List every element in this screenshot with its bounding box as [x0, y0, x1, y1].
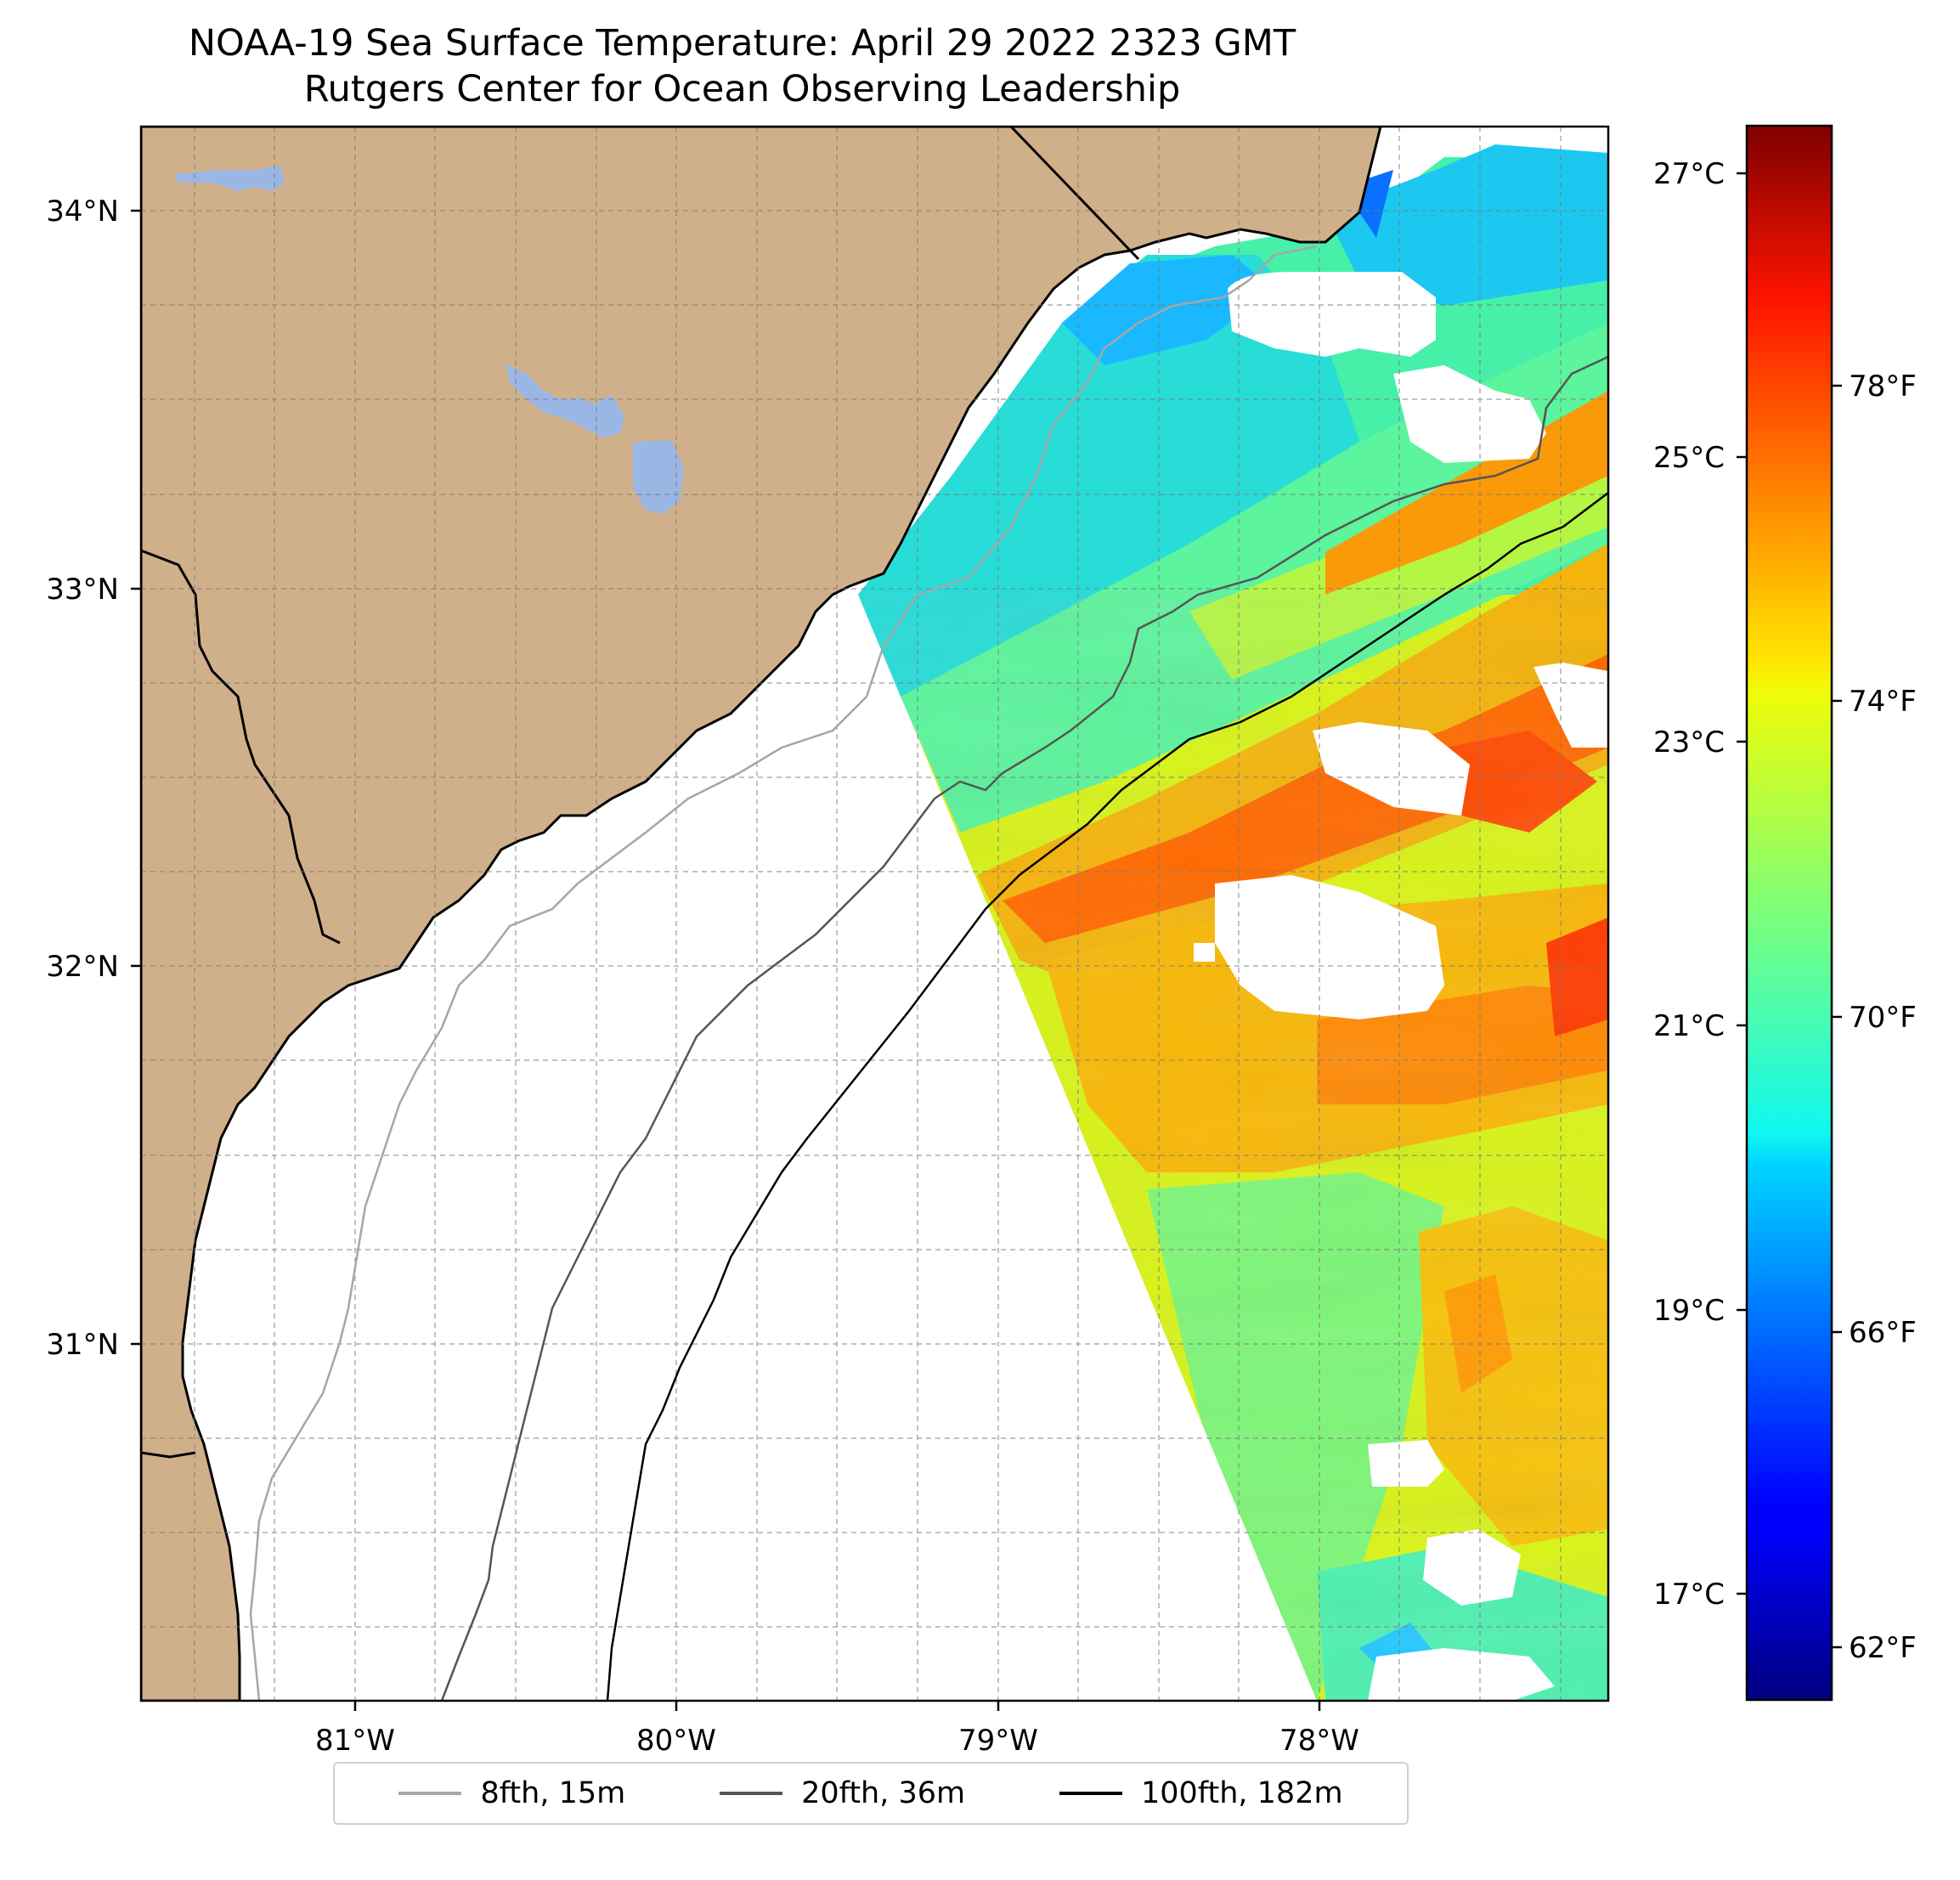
legend-item-182m: 100fth, 182m: [1059, 1776, 1343, 1810]
legend-line-icon: [720, 1792, 783, 1795]
colorbar-celsius-label: 19°C: [1653, 1294, 1725, 1328]
lake-marion: [506, 364, 624, 438]
colorbar-celsius-label: 21°C: [1653, 1009, 1725, 1043]
map-title: NOAA-19 Sea Surface Temperature: April 2…: [188, 22, 1296, 65]
state-border-ga-fl: [141, 1451, 196, 1459]
lat-tick-label: 34°N: [46, 195, 119, 229]
lake-north: [174, 166, 285, 191]
state-border-nc-sc: [1009, 127, 1140, 261]
lat-axis: [131, 209, 141, 1346]
colorbar-celsius-label: 23°C: [1653, 725, 1725, 759]
lon-tick-label: 79°W: [958, 1724, 1038, 1758]
colorbar-fahrenheit-label: 78°F: [1849, 370, 1917, 404]
colorbar: [1745, 124, 1833, 1702]
lon-tick-label: 81°W: [315, 1724, 395, 1758]
isobath-legend: 8fth, 15m 20fth, 36m 100fth, 182m: [333, 1762, 1409, 1825]
isobath-182m: [606, 492, 1608, 1701]
isobath-36m: [440, 355, 1608, 1701]
legend-line-icon: [1059, 1792, 1122, 1795]
colorbar-fahrenheit-label: 66°F: [1849, 1316, 1917, 1350]
lat-tick-label: 33°N: [46, 573, 119, 607]
land-mass: [141, 127, 1382, 1701]
lon-axis: [353, 1701, 1321, 1711]
lake-moultrie: [633, 440, 684, 514]
colorbar-celsius-ticks: [1737, 172, 1747, 1595]
gridlines: [141, 127, 1608, 1701]
colorbar-celsius-label: 17°C: [1653, 1578, 1725, 1612]
colorbar-fahrenheit-label: 74°F: [1849, 685, 1917, 719]
map-panel: [141, 127, 1608, 1701]
legend-line-icon: [398, 1792, 462, 1795]
legend-item-36m: 20fth, 36m: [720, 1776, 965, 1810]
lat-tick-label: 32°N: [46, 950, 119, 984]
legend-label: 20fth, 36m: [801, 1776, 966, 1810]
state-border-ga-sc: [141, 549, 341, 945]
legend-item-15m: 8fth, 15m: [398, 1776, 625, 1810]
map-subtitle: Rutgers Center for Ocean Observing Leade…: [303, 68, 1181, 110]
colorbar-celsius-label: 27°C: [1653, 157, 1725, 191]
colorbar-celsius-label: 25°C: [1653, 441, 1725, 475]
legend-label: 100fth, 182m: [1140, 1776, 1343, 1810]
colorbar-fahrenheit-label: 62°F: [1849, 1631, 1917, 1665]
isobath-15m: [249, 245, 1318, 1701]
legend-label: 8fth, 15m: [480, 1776, 626, 1810]
lat-tick-label: 31°N: [46, 1328, 119, 1362]
colorbar-fahrenheit-label: 70°F: [1849, 1001, 1917, 1035]
lon-tick-label: 80°W: [636, 1724, 716, 1758]
map-frame: [139, 125, 1610, 1702]
colorbar-fahrenheit-ticks: [1832, 384, 1842, 1649]
lon-tick-label: 78°W: [1279, 1724, 1359, 1758]
